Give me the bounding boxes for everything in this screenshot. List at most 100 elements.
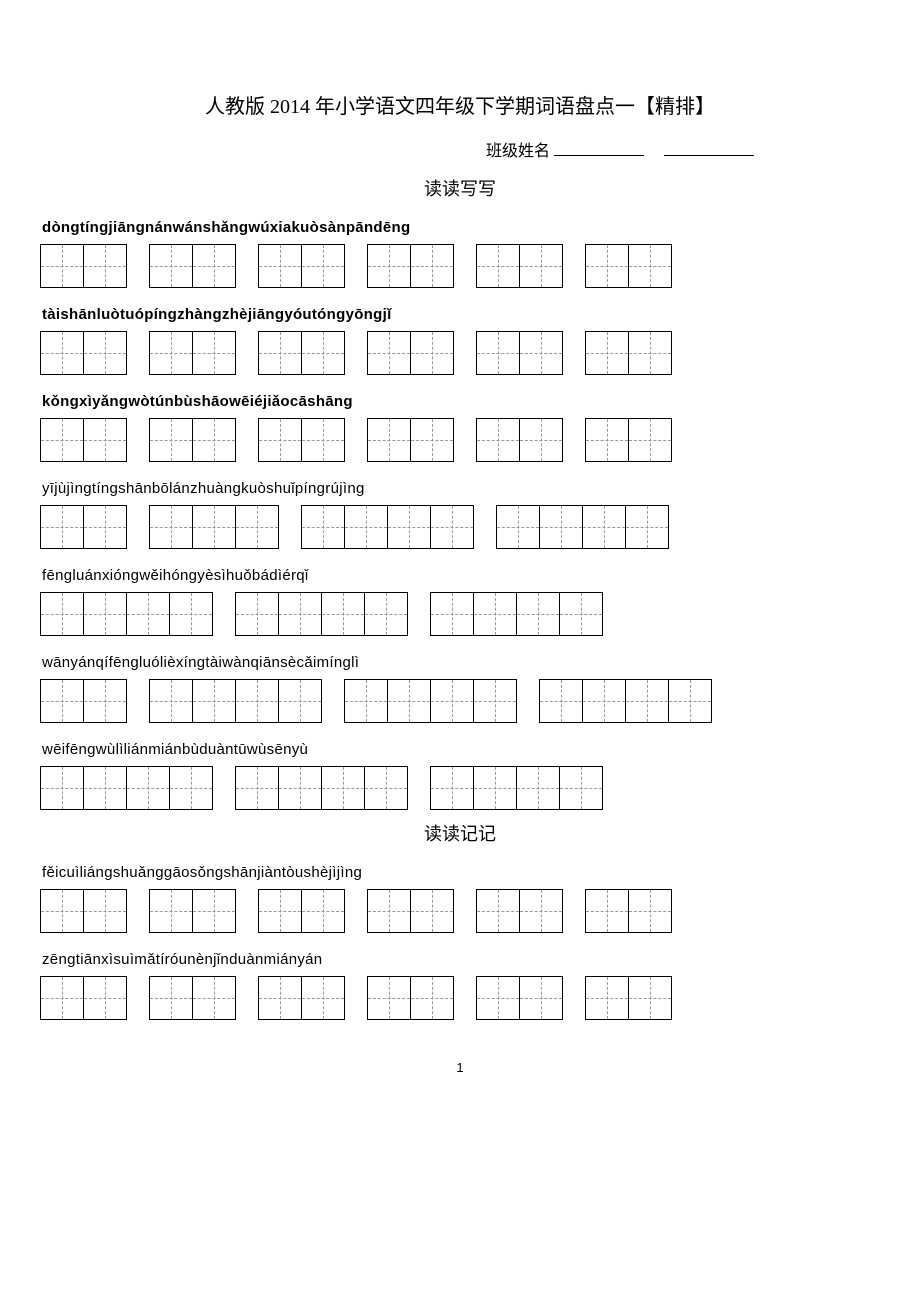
character-cell[interactable] — [560, 593, 602, 635]
character-cell[interactable] — [41, 890, 84, 932]
character-cell[interactable] — [259, 245, 302, 287]
character-cell[interactable] — [345, 506, 388, 548]
character-cell[interactable] — [520, 977, 562, 1019]
character-cell[interactable] — [629, 977, 671, 1019]
character-cell[interactable] — [150, 245, 193, 287]
character-cell[interactable] — [368, 890, 411, 932]
character-cell[interactable] — [236, 506, 278, 548]
character-cell[interactable] — [236, 680, 279, 722]
character-cell[interactable] — [345, 680, 388, 722]
character-cell[interactable] — [477, 419, 520, 461]
character-cell[interactable] — [302, 977, 344, 1019]
character-cell[interactable] — [150, 332, 193, 374]
character-cell[interactable] — [259, 977, 302, 1019]
character-cell[interactable] — [193, 680, 236, 722]
character-cell[interactable] — [279, 593, 322, 635]
character-cell[interactable] — [41, 593, 84, 635]
character-cell[interactable] — [626, 506, 668, 548]
character-cell[interactable] — [586, 890, 629, 932]
character-cell[interactable] — [586, 332, 629, 374]
character-cell[interactable] — [302, 506, 345, 548]
character-cell[interactable] — [477, 890, 520, 932]
character-cell[interactable] — [586, 419, 629, 461]
character-cell[interactable] — [84, 332, 126, 374]
character-cell[interactable] — [41, 977, 84, 1019]
name-blank[interactable] — [664, 139, 754, 156]
character-cell[interactable] — [586, 977, 629, 1019]
character-cell[interactable] — [411, 245, 453, 287]
character-cell[interactable] — [520, 332, 562, 374]
character-cell[interactable] — [84, 419, 126, 461]
character-cell[interactable] — [170, 593, 212, 635]
character-cell[interactable] — [279, 680, 321, 722]
character-cell[interactable] — [322, 767, 365, 809]
character-cell[interactable] — [193, 890, 235, 932]
character-cell[interactable] — [540, 506, 583, 548]
class-blank[interactable] — [554, 139, 644, 156]
character-cell[interactable] — [411, 419, 453, 461]
character-cell[interactable] — [41, 680, 84, 722]
character-cell[interactable] — [474, 593, 517, 635]
character-cell[interactable] — [560, 767, 602, 809]
character-cell[interactable] — [477, 332, 520, 374]
character-cell[interactable] — [411, 890, 453, 932]
character-cell[interactable] — [388, 680, 431, 722]
character-cell[interactable] — [259, 332, 302, 374]
character-cell[interactable] — [150, 680, 193, 722]
character-cell[interactable] — [84, 680, 126, 722]
character-cell[interactable] — [41, 332, 84, 374]
character-cell[interactable] — [520, 245, 562, 287]
character-cell[interactable] — [193, 245, 235, 287]
character-cell[interactable] — [193, 419, 235, 461]
character-cell[interactable] — [517, 593, 560, 635]
character-cell[interactable] — [279, 767, 322, 809]
character-cell[interactable] — [41, 245, 84, 287]
character-cell[interactable] — [626, 680, 669, 722]
character-cell[interactable] — [84, 767, 127, 809]
character-cell[interactable] — [84, 593, 127, 635]
character-cell[interactable] — [84, 506, 126, 548]
character-cell[interactable] — [127, 593, 170, 635]
character-cell[interactable] — [368, 332, 411, 374]
character-cell[interactable] — [474, 680, 516, 722]
character-cell[interactable] — [150, 419, 193, 461]
character-cell[interactable] — [41, 419, 84, 461]
character-cell[interactable] — [365, 593, 407, 635]
character-cell[interactable] — [540, 680, 583, 722]
character-cell[interactable] — [517, 767, 560, 809]
character-cell[interactable] — [583, 680, 626, 722]
character-cell[interactable] — [629, 419, 671, 461]
character-cell[interactable] — [302, 890, 344, 932]
character-cell[interactable] — [302, 245, 344, 287]
character-cell[interactable] — [431, 506, 473, 548]
character-cell[interactable] — [193, 977, 235, 1019]
character-cell[interactable] — [520, 890, 562, 932]
character-cell[interactable] — [193, 506, 236, 548]
character-cell[interactable] — [411, 977, 453, 1019]
character-cell[interactable] — [322, 593, 365, 635]
character-cell[interactable] — [236, 767, 279, 809]
character-cell[interactable] — [302, 332, 344, 374]
character-cell[interactable] — [84, 890, 126, 932]
character-cell[interactable] — [41, 506, 84, 548]
character-cell[interactable] — [41, 767, 84, 809]
character-cell[interactable] — [84, 977, 126, 1019]
character-cell[interactable] — [474, 767, 517, 809]
character-cell[interactable] — [669, 680, 711, 722]
character-cell[interactable] — [368, 419, 411, 461]
character-cell[interactable] — [193, 332, 235, 374]
character-cell[interactable] — [431, 593, 474, 635]
character-cell[interactable] — [236, 593, 279, 635]
character-cell[interactable] — [629, 332, 671, 374]
character-cell[interactable] — [629, 245, 671, 287]
character-cell[interactable] — [411, 332, 453, 374]
character-cell[interactable] — [259, 890, 302, 932]
character-cell[interactable] — [520, 419, 562, 461]
character-cell[interactable] — [150, 977, 193, 1019]
character-cell[interactable] — [388, 506, 431, 548]
character-cell[interactable] — [583, 506, 626, 548]
character-cell[interactable] — [368, 245, 411, 287]
character-cell[interactable] — [150, 506, 193, 548]
character-cell[interactable] — [586, 245, 629, 287]
character-cell[interactable] — [368, 977, 411, 1019]
